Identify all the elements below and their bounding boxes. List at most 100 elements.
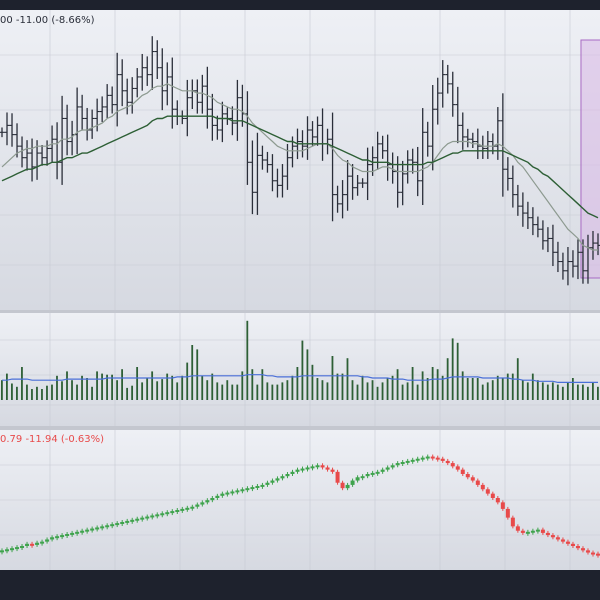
ohlc-bar xyxy=(39,145,45,166)
ohlc-bar xyxy=(595,233,600,256)
candlestick xyxy=(65,532,70,538)
volume-bar xyxy=(576,384,579,400)
ohlc-bar xyxy=(380,135,386,159)
volume-bar xyxy=(91,386,93,400)
candle-body xyxy=(535,529,540,532)
candle-body xyxy=(190,506,195,509)
candle-body xyxy=(130,519,135,522)
candlestick xyxy=(260,482,265,489)
ohlc-bar xyxy=(525,201,531,229)
candlestick xyxy=(560,537,565,544)
candlestick xyxy=(475,478,480,487)
candle-body xyxy=(555,537,560,540)
candlestick xyxy=(50,535,55,542)
candlestick xyxy=(95,525,100,532)
candle-body xyxy=(340,482,345,489)
ohlc-bar xyxy=(199,74,205,114)
ohlc-bar xyxy=(430,85,436,171)
candlestick xyxy=(175,508,180,514)
volume-bar xyxy=(556,384,559,400)
volume-bar xyxy=(261,369,264,400)
candlestick xyxy=(100,524,105,531)
candle-body xyxy=(390,465,395,468)
candlestick xyxy=(160,511,165,518)
ohlc-bar xyxy=(435,77,441,125)
ohlc-bar xyxy=(139,53,145,91)
candle-body xyxy=(280,476,285,479)
ohlc-bar xyxy=(445,64,451,94)
candle-body xyxy=(240,489,245,492)
candle-body xyxy=(310,466,315,469)
candle-body xyxy=(265,482,270,485)
volume-bar xyxy=(31,389,33,400)
candle-body xyxy=(260,484,265,487)
volume-bar xyxy=(271,384,274,400)
candle-body xyxy=(200,502,205,505)
candlestick xyxy=(255,484,260,490)
candlestick xyxy=(455,464,460,472)
ohlc-bar xyxy=(209,93,215,141)
volume-bar xyxy=(581,384,584,400)
candlestick xyxy=(335,469,340,485)
candle-body xyxy=(380,469,385,472)
candle-body xyxy=(596,553,600,556)
candlestick xyxy=(315,463,320,470)
candlestick xyxy=(230,489,235,496)
candlestick xyxy=(470,475,475,483)
ohlc-bar xyxy=(159,48,165,111)
candlestick xyxy=(135,516,140,523)
volume-bar xyxy=(316,378,319,400)
ohlc-bar xyxy=(0,127,5,138)
candlestick xyxy=(370,470,375,477)
candlestick xyxy=(590,550,595,557)
candlestick xyxy=(35,540,40,547)
ohlc-bar xyxy=(99,96,105,123)
volume-bar xyxy=(541,382,544,400)
volume-bar xyxy=(41,389,43,400)
candle-body xyxy=(345,484,350,489)
volume-bar xyxy=(486,382,489,400)
volume-bar xyxy=(521,380,524,400)
candlestick xyxy=(250,485,255,492)
candlestick xyxy=(55,534,60,541)
candle-body xyxy=(155,514,160,517)
candle-body xyxy=(95,527,100,530)
volume-bar xyxy=(281,382,284,400)
candle-body xyxy=(225,492,230,495)
volume-bar xyxy=(536,380,539,400)
ohlc-bar xyxy=(79,94,85,131)
candlestick xyxy=(125,518,130,525)
moving-averages xyxy=(1,83,599,251)
volume-bar xyxy=(241,371,244,400)
highlight-box xyxy=(580,39,600,279)
pane-separator xyxy=(0,426,600,430)
candlestick xyxy=(395,461,400,468)
volume-bar xyxy=(231,384,234,400)
ohlc-bar xyxy=(550,224,556,267)
volume-bar xyxy=(491,380,494,400)
candlestick xyxy=(300,466,305,473)
ohlc-bar xyxy=(4,112,10,146)
ohlc-bar xyxy=(400,160,406,206)
candle-body xyxy=(590,552,595,555)
candle-body xyxy=(475,480,480,485)
candle-body xyxy=(215,495,220,498)
candle-body xyxy=(140,517,145,520)
candle-body xyxy=(0,550,4,553)
candle-body xyxy=(410,459,415,462)
candle-body xyxy=(105,525,110,528)
volume-bar xyxy=(361,375,364,400)
volume-bar xyxy=(121,369,124,400)
ma-fast-line xyxy=(1,83,598,251)
candle-body xyxy=(45,539,50,542)
volume-bar xyxy=(21,367,23,400)
ohlc-bar xyxy=(315,116,321,146)
volume-bar xyxy=(141,382,144,400)
ohlc-bar xyxy=(154,40,160,79)
candlestick xyxy=(545,530,550,538)
candlestick xyxy=(320,463,325,470)
candle-body xyxy=(60,535,65,538)
candlestick xyxy=(80,528,85,535)
